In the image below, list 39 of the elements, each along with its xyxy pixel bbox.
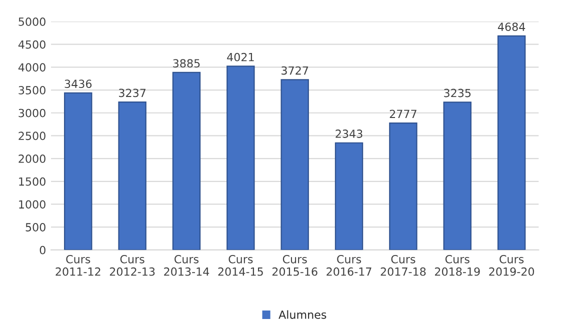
data-label: 2777: [390, 110, 416, 118]
bar: [389, 122, 418, 250]
data-label: 4684: [498, 22, 526, 32]
data-label: 3237: [119, 88, 146, 98]
bar: [64, 92, 92, 250]
bar: [172, 72, 201, 250]
bar: [280, 79, 309, 250]
data-label: 2343: [336, 130, 362, 138]
bar: [226, 66, 255, 250]
x-tick-label: Curs 2012-13: [110, 254, 155, 276]
y-tick-label: 1000: [19, 200, 46, 209]
y-tick-label: 5000: [18, 17, 46, 26]
y-tick-label: 4500: [18, 40, 46, 49]
legend-label: Alumnes: [278, 310, 326, 319]
data-label: 3436: [64, 80, 92, 88]
x-tick-label: Curs 2015-16: [272, 254, 318, 276]
y-tick-label: 0: [40, 246, 46, 254]
y-tick-label: 500: [26, 223, 46, 232]
y-tick-label: 2000: [18, 154, 46, 163]
y-tick-label: 2500: [18, 132, 46, 140]
bar: [334, 142, 364, 250]
x-tick-label: Curs 2017-18: [380, 254, 426, 276]
y-tick-label: 3500: [18, 86, 46, 94]
data-label: 3235: [444, 88, 471, 98]
bar: [497, 35, 526, 250]
x-tick-label: Curs 2018-19: [434, 254, 480, 276]
x-tick-label: Curs 2019-20: [489, 254, 534, 276]
data-label: 4021: [227, 52, 254, 62]
data-label: 3727: [282, 66, 308, 75]
x-tick-label: Curs 2013-14: [164, 254, 210, 276]
y-tick-label: 3000: [18, 108, 46, 118]
x-tick-label: Curs 2014-15: [218, 254, 263, 276]
data-label: 3885: [173, 59, 200, 68]
y-tick-label: 1500: [19, 177, 46, 186]
x-tick-label: Curs 2016-17: [326, 254, 372, 276]
bar: [118, 101, 146, 250]
x-tick-label: Curs 2011-12: [56, 254, 100, 276]
bar: [443, 102, 472, 250]
y-tick-label: 4000: [18, 63, 46, 72]
